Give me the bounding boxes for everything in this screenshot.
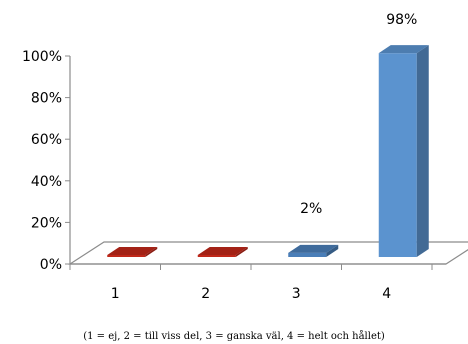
data-label: 98% <box>386 12 417 28</box>
bar-side <box>145 247 158 257</box>
bar-2 <box>197 247 248 257</box>
y-tick-label: 40% <box>31 174 62 190</box>
bar-side <box>416 45 429 257</box>
labels: 0% 20% 40% 60% 80% 100% 1 2 2% 3 98% 4 <box>22 12 417 302</box>
y-tick-label: 20% <box>31 215 62 231</box>
x-category-label: 1 <box>111 286 120 302</box>
y-axis <box>65 55 446 270</box>
bar-top <box>288 244 339 253</box>
y-tick-label: 80% <box>31 91 62 107</box>
bar-1 <box>107 247 158 257</box>
data-label: 2% <box>300 201 322 217</box>
chart-caption: (1 = ej, 2 = till viss del, 3 = ganska v… <box>83 331 385 342</box>
x-category-label: 3 <box>292 286 301 302</box>
bar-4 <box>378 45 429 257</box>
x-category-label: 2 <box>201 286 210 302</box>
bar-front <box>378 53 417 257</box>
bar-side <box>235 247 248 257</box>
x-category-label: 4 <box>382 286 391 302</box>
bar-top <box>378 45 429 54</box>
y-tick-label: 0% <box>40 257 62 273</box>
bar-front <box>197 255 236 257</box>
bar-top <box>197 247 248 255</box>
y-tick-label: 60% <box>31 132 62 148</box>
bar-front <box>288 252 327 257</box>
bar-side <box>326 244 339 257</box>
bar-3 <box>288 244 339 257</box>
bars <box>107 45 429 257</box>
bar-top <box>107 247 158 255</box>
y-tick-label: 100% <box>22 49 62 65</box>
bar-front <box>107 255 146 257</box>
